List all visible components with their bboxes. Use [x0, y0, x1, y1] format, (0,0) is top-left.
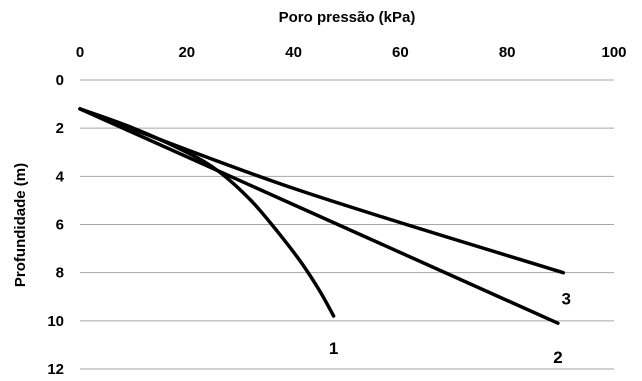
y-tick-labels: 0 2 4 6 8 10 12	[47, 72, 64, 378]
x-tick-label: 60	[392, 44, 409, 61]
x-tick-label: 80	[499, 44, 516, 61]
y-tick-label: 10	[47, 313, 64, 330]
data-series	[78, 107, 566, 325]
x-tick-label: 0	[76, 44, 84, 61]
y-tick-label: 8	[56, 265, 64, 282]
series-labels: 1 2 3	[329, 290, 571, 368]
series-label-1: 1	[329, 339, 338, 358]
series-line-1	[78, 107, 336, 318]
x-axis-title: Poro pressão (kPa)	[279, 9, 416, 26]
y-tick-label: 4	[56, 168, 65, 185]
y-tick-label: 2	[56, 120, 64, 137]
series-line-2	[78, 107, 560, 325]
x-tick-label: 20	[178, 44, 195, 61]
x-tick-labels: 0 20 40 60 80 100	[76, 44, 627, 61]
y-tick-label: 0	[56, 72, 64, 89]
series-line-3	[78, 107, 566, 275]
y-tick-label: 12	[47, 361, 64, 378]
grid-lines	[80, 79, 614, 370]
x-tick-label: 40	[285, 44, 302, 61]
series-label-3: 3	[562, 290, 571, 309]
y-axis-title: Profundidade (m)	[12, 163, 29, 287]
series-label-2: 2	[553, 348, 562, 367]
x-tick-label: 100	[601, 44, 626, 61]
y-tick-label: 6	[56, 217, 64, 234]
